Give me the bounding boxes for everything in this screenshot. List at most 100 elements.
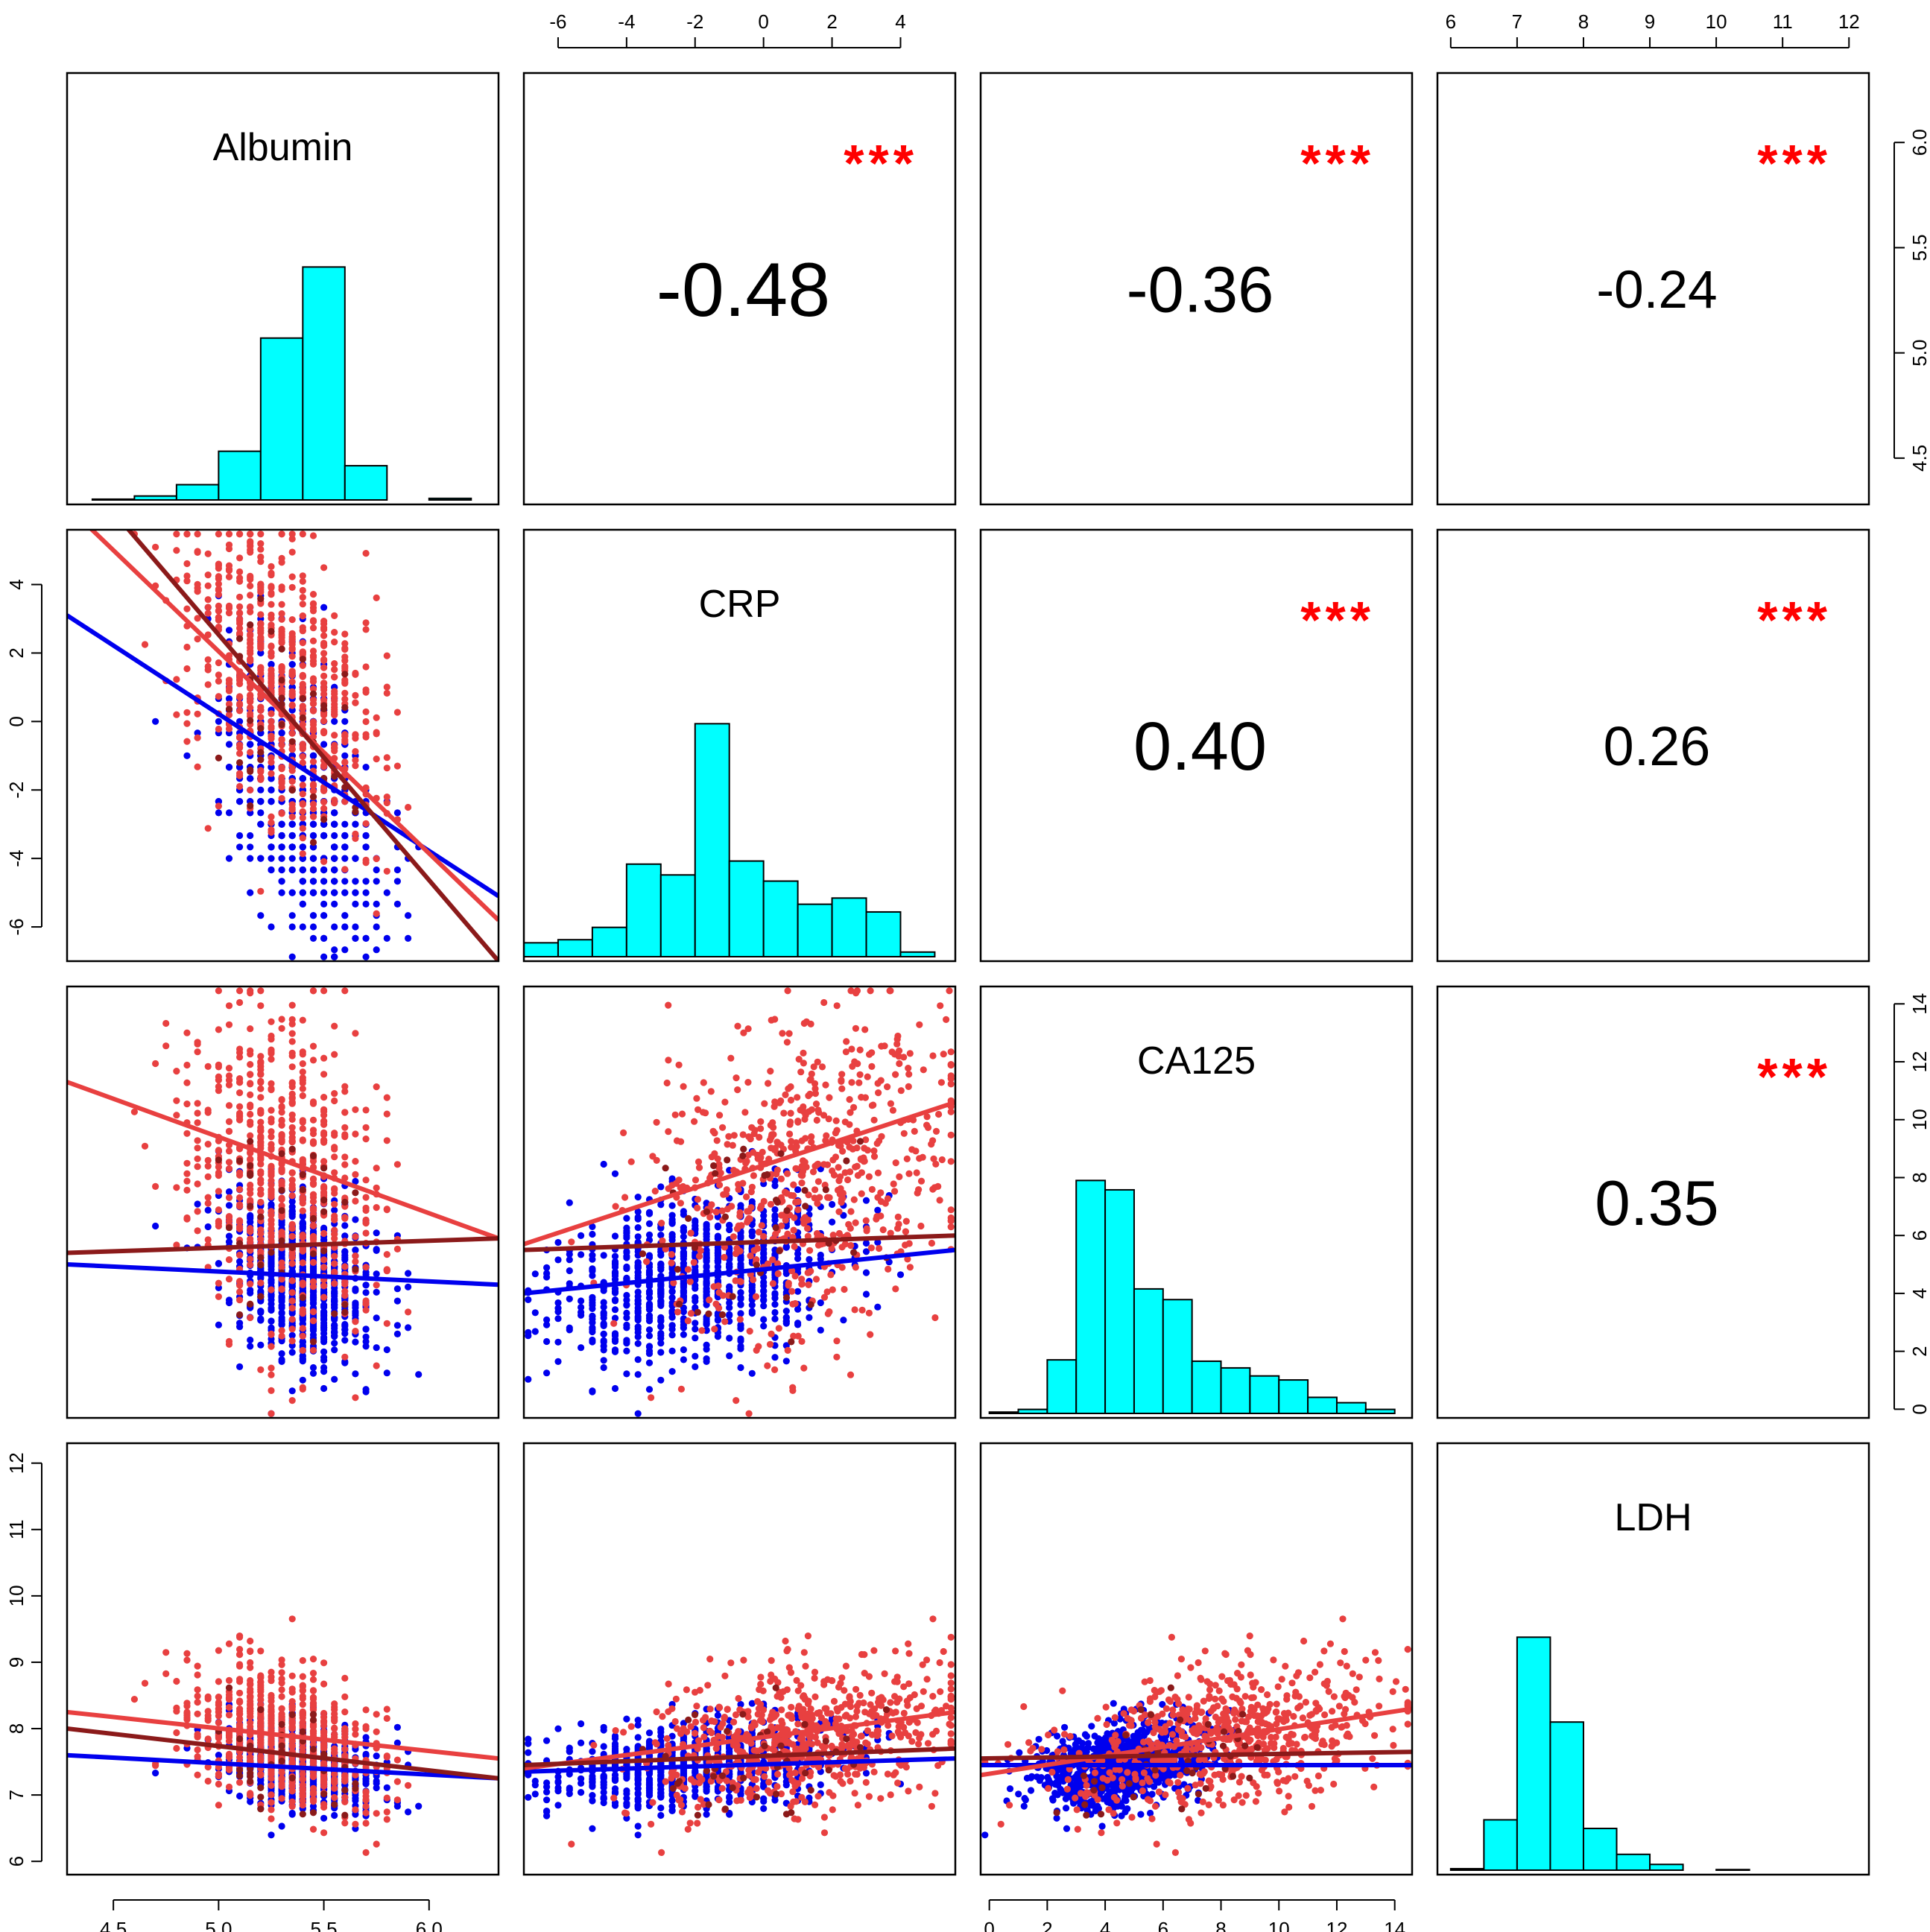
scatter-point-group-red — [341, 1088, 349, 1095]
histogram-bar — [302, 266, 346, 501]
scatter-point-group-blue — [668, 1314, 676, 1321]
scatter-point-group-blue — [623, 1309, 630, 1317]
scatter-point-group-red — [838, 1071, 846, 1078]
scatter-point-group-red — [841, 1285, 848, 1293]
panel-ldh-vs-albumin — [66, 1442, 500, 1876]
scatter-point-group-blue — [320, 820, 328, 828]
scatter-point-group-red — [383, 1320, 390, 1327]
scatter-point-group-red — [257, 540, 265, 548]
scatter-point-group-red — [823, 1288, 831, 1296]
scatter-point-group-red — [352, 1171, 359, 1178]
scatter-point-group-red — [268, 1343, 275, 1350]
scatter-point-group-red — [215, 1217, 222, 1225]
scatter-point-group-red — [320, 987, 328, 995]
scatter-point-group-red — [719, 1292, 727, 1299]
scatter-point-group-red — [857, 1156, 864, 1163]
scatter-point-group-red — [288, 1297, 296, 1305]
scatter-point-group-darkred — [257, 756, 265, 764]
scatter-point-group-blue — [874, 1303, 882, 1311]
panel-frame — [979, 528, 1414, 963]
scatter-point-group-red — [257, 1186, 265, 1194]
scatter-point-group-blue — [309, 1369, 317, 1377]
scatter-point-group-red — [837, 1173, 844, 1180]
scatter-point-group-red — [844, 1176, 852, 1184]
scatter-point-group-darkred — [776, 1247, 783, 1255]
scatter-point-group-red — [183, 530, 191, 538]
scatter-point-group-red — [215, 565, 222, 572]
scatter-point-group-red — [787, 1083, 794, 1091]
scatter-point-group-blue — [341, 1337, 349, 1344]
scatter-point-group-red — [309, 591, 317, 598]
scatter-point-group-blue — [680, 1249, 688, 1256]
scatter-point-group-red — [247, 1071, 254, 1078]
scatter-point-group-red — [299, 744, 306, 752]
scatter-point-group-red — [152, 543, 159, 551]
scatter-point-group-red — [341, 732, 349, 740]
scatter-point-group-blue — [726, 1283, 733, 1290]
scatter-point-group-red — [768, 1330, 775, 1337]
scatter-point-group-red — [341, 657, 349, 665]
scatter-point-group-red — [299, 594, 306, 601]
scatter-point-group-blue — [714, 1235, 722, 1242]
scatter-point-group-blue — [726, 1311, 733, 1318]
scatter-point-group-red — [810, 1063, 817, 1071]
scatter-point-group-blue — [771, 1354, 779, 1361]
scatter-point-group-red — [791, 1299, 799, 1308]
scatter-point-group-blue — [657, 1340, 665, 1347]
scatter-point-group-red — [331, 1022, 338, 1030]
scatter-point-group-red — [892, 1071, 899, 1078]
scatter-point-group-blue — [278, 1350, 285, 1358]
scatter-point-group-blue — [554, 1238, 562, 1247]
scatter-point-group-red — [838, 1077, 845, 1085]
histogram-bar — [1075, 1179, 1107, 1414]
scatter-point-group-red — [896, 1060, 903, 1068]
scatter-point-group-red — [247, 656, 254, 664]
scatter-point-group-red — [721, 1318, 729, 1326]
scatter-point-group-red — [288, 1095, 296, 1102]
scatter-point-group-red — [257, 1198, 265, 1206]
scatter-point-group-blue — [600, 1252, 607, 1259]
scatter-point-group-red — [362, 626, 370, 633]
variable-label-crp: CRP — [699, 583, 781, 626]
scatter-point-group-blue — [362, 1326, 370, 1333]
scatter-point-group-red — [861, 1094, 869, 1101]
scatter-point-group-blue — [383, 1369, 390, 1377]
scatter-point-group-red — [847, 1242, 855, 1250]
scatter-point-group-red — [730, 1233, 738, 1241]
scatter-point-group-red — [709, 1127, 717, 1135]
scatter-point-group-red — [341, 1131, 349, 1138]
scatter-point-group-red — [225, 687, 233, 694]
scatter-point-group-red — [341, 1263, 349, 1270]
scatter-point-group-blue — [278, 843, 285, 851]
regression-line-group-blue — [67, 1262, 499, 1288]
scatter-point-group-darkred — [257, 1213, 265, 1220]
scatter-point-group-red — [288, 806, 296, 814]
scatter-point-group-darkred — [320, 1247, 328, 1255]
scatter-point-group-red — [790, 1192, 797, 1200]
scatter-point-group-red — [695, 1164, 703, 1171]
scatter-point-group-red — [798, 1179, 806, 1187]
histogram-bar — [259, 337, 304, 501]
scatter-point-group-red — [687, 1310, 695, 1317]
scatter-point-group-red — [820, 998, 828, 1007]
scatter-point-group-blue — [589, 1328, 596, 1336]
scatter-point-group-red — [309, 781, 317, 788]
scatter-point-group-red — [183, 720, 191, 727]
scatter-point-group-red — [225, 1276, 233, 1283]
scatter-point-group-red — [331, 666, 338, 674]
scatter-point-group-darkred — [288, 1145, 296, 1153]
scatter-point-group-blue — [247, 832, 254, 840]
scatter-point-group-blue — [623, 1324, 630, 1331]
scatter-point-group-red — [299, 680, 306, 688]
scatter-point-group-red — [288, 813, 296, 820]
scatter-point-group-blue — [634, 1323, 642, 1331]
scatter-point-group-red — [257, 621, 265, 628]
scatter-point-group-red — [204, 571, 212, 579]
scatter-point-group-darkred — [320, 1197, 328, 1204]
scatter-point-group-red — [236, 1225, 244, 1232]
scatter-point-group-red — [947, 1158, 955, 1165]
scatter-point-group-blue — [657, 1201, 665, 1209]
scatter-point-group-blue — [794, 1305, 802, 1313]
scatter-point-group-red — [894, 1032, 902, 1040]
scatter-point-group-red — [236, 734, 244, 741]
